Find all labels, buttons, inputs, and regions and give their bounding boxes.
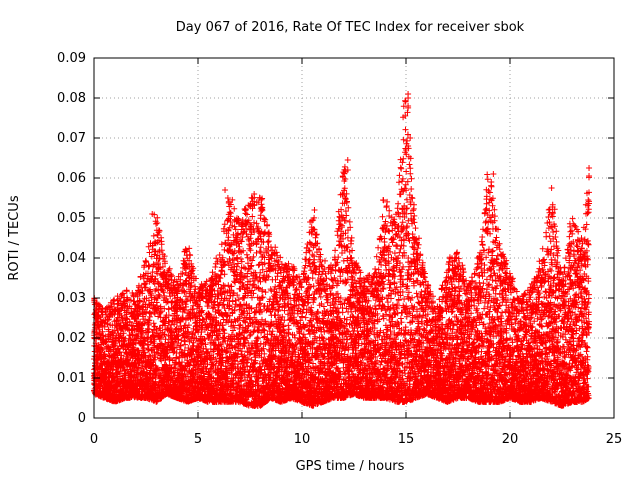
data-point xyxy=(344,157,351,163)
x-tick-label: 20 xyxy=(502,432,519,447)
y-axis-label: ROTI / TECUs xyxy=(7,195,22,280)
y-axis: 0 0.01 0.02 0.03 0.04 0.05 0.06 0.07 0.08 0.09 xyxy=(57,51,614,426)
y-tick-label: 0.04 xyxy=(57,251,86,266)
x-tick-label: 5 xyxy=(194,432,202,447)
y-tick-label: 0.03 xyxy=(57,291,86,306)
data-point xyxy=(548,185,555,191)
data-point xyxy=(344,167,351,173)
data-point xyxy=(380,197,387,203)
data-point xyxy=(586,173,593,179)
x-tick-label: 0 xyxy=(90,432,98,447)
data-point xyxy=(405,143,412,149)
data-point xyxy=(490,171,497,177)
data-point xyxy=(251,191,258,197)
scatter-cloud xyxy=(91,97,592,409)
data-point xyxy=(405,95,412,101)
x-axis-label: GPS time / hours xyxy=(296,459,405,474)
data-points xyxy=(91,91,593,409)
data-point xyxy=(149,211,156,217)
data-point xyxy=(222,187,229,193)
data-point xyxy=(403,147,409,153)
y-tick-label: 0.01 xyxy=(57,371,86,386)
y-tick-label: 0.07 xyxy=(57,131,86,146)
x-tick-label: 10 xyxy=(294,432,311,447)
y-tick-label: 0.09 xyxy=(57,51,86,66)
data-point xyxy=(405,103,412,109)
y-tick-label: 0 xyxy=(78,411,86,426)
x-axis: 0 5 10 15 20 25 xyxy=(90,58,622,447)
data-point xyxy=(488,179,495,185)
data-point xyxy=(586,165,593,171)
x-tick-label: 25 xyxy=(606,432,623,447)
data-point xyxy=(407,135,414,141)
data-point xyxy=(311,207,318,213)
y-tick-label: 0.06 xyxy=(57,171,86,186)
x-tick-label: 15 xyxy=(398,432,415,447)
y-tick-label: 0.08 xyxy=(57,91,86,106)
plot-frame xyxy=(93,57,615,419)
y-tick-label: 0.02 xyxy=(57,331,86,346)
y-tick-label: 0.05 xyxy=(57,211,86,226)
chart-title: Day 067 of 2016, Rate Of TEC Index for r… xyxy=(176,20,525,35)
